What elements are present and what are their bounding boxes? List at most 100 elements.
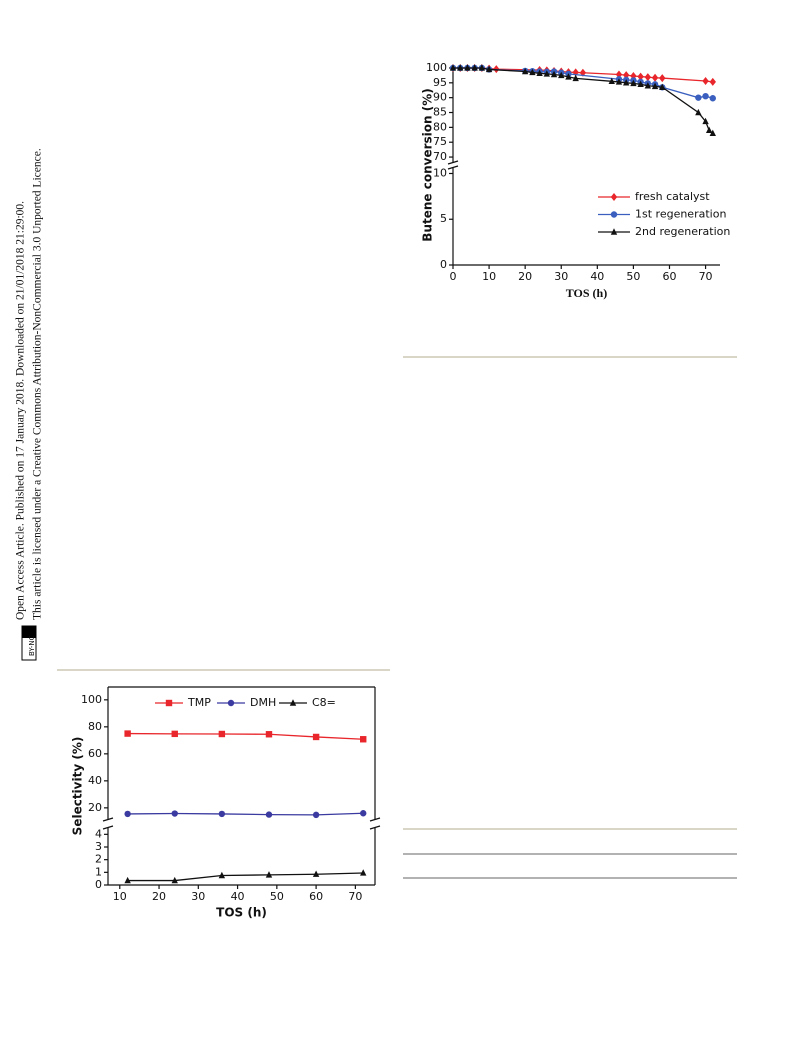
x-tick-label: 40: [231, 890, 245, 903]
data-point: [572, 74, 579, 82]
x-tick-label: 60: [662, 270, 676, 283]
y-tick-label: 60: [88, 747, 102, 760]
data-point: [705, 126, 713, 134]
data-point: [457, 64, 464, 71]
x-tick-label: 10: [482, 270, 496, 283]
data-point: [659, 74, 666, 83]
data-point: [124, 730, 131, 737]
legend-marker: [610, 228, 618, 235]
x-tick-label: 30: [191, 890, 205, 903]
data-point: [521, 67, 529, 75]
x-tick-label: 70: [348, 890, 362, 903]
legend-marker: [227, 699, 235, 707]
data-point: [630, 79, 637, 87]
data-point: [171, 876, 178, 884]
sidebar-line: Open Access Article. Published on 17 Jan…: [15, 201, 27, 620]
data-point: [312, 811, 320, 819]
data-point: [702, 117, 709, 125]
data-point: [529, 68, 536, 76]
legend-marker: [610, 193, 618, 201]
legend-label: fresh catalyst: [635, 190, 710, 203]
data-point: [536, 69, 543, 77]
data-point: [622, 79, 630, 86]
y-tick-label: 20: [88, 801, 102, 814]
x-tick-label: 50: [626, 270, 640, 283]
y-tick-label: 100: [81, 693, 102, 706]
data-point: [644, 82, 652, 89]
y-tick-label: 10: [433, 166, 447, 179]
data-point: [637, 72, 644, 81]
y-tick-label: 4: [95, 827, 102, 840]
y-tick-label: 3: [95, 840, 102, 853]
data-point: [478, 64, 486, 71]
x-tick-label: 20: [518, 270, 532, 283]
y-tick-label: 1: [95, 865, 102, 878]
data-point: [312, 870, 320, 877]
series-line: [127, 812, 364, 816]
x-tick-label: 0: [450, 270, 457, 283]
data-point: [695, 94, 702, 101]
data-point: [360, 869, 367, 876]
data-point: [702, 77, 709, 86]
y-tick-label: 90: [433, 91, 447, 104]
data-point: [124, 876, 131, 884]
data-point: [124, 810, 131, 818]
series-line: [127, 732, 364, 740]
data-point: [637, 80, 644, 88]
data-point: [360, 810, 367, 817]
data-point: [485, 65, 493, 73]
data-point: [565, 73, 572, 80]
data-point: [615, 70, 623, 79]
data-point: [543, 70, 551, 77]
y-tick-label: 80: [433, 120, 447, 133]
series-line: [127, 872, 364, 882]
y-tick-label: 0: [95, 878, 102, 891]
license-badge-top: [22, 626, 36, 638]
x-tick-label: 30: [554, 270, 568, 283]
y-tick-label: 0: [440, 258, 447, 271]
data-point: [550, 70, 558, 78]
data-point: [615, 78, 623, 85]
data-point: [265, 811, 273, 818]
legend-label: 2nd regeneration: [635, 225, 730, 238]
data-point: [218, 871, 226, 879]
sidebar-line: This article is licensed under a Creativ…: [32, 148, 44, 620]
data-point: [558, 71, 565, 79]
data-point: [709, 77, 716, 86]
y-tick-label: 80: [88, 720, 102, 733]
y-axis-label: Butene conversion (%): [421, 88, 435, 241]
data-point: [471, 64, 478, 71]
axis-break: [447, 165, 459, 170]
data-point: [659, 83, 666, 90]
series-line: [453, 67, 714, 134]
axis-break: [369, 825, 381, 830]
x-tick-label: 10: [113, 890, 127, 903]
legend-label: 1st regeneration: [635, 208, 726, 221]
data-point: [360, 736, 367, 743]
data-point: [265, 871, 273, 878]
y-tick-label: 75: [433, 135, 447, 148]
x-tick-label: 50: [270, 890, 284, 903]
x-tick-label: 20: [152, 890, 166, 903]
data-point: [644, 73, 652, 82]
data-point: [218, 730, 226, 738]
legend-label: TMP: [187, 696, 211, 709]
data-point: [709, 129, 716, 137]
data-point: [171, 810, 178, 817]
x-axis-label: TOS (h): [566, 286, 607, 300]
data-point: [702, 92, 709, 100]
y-tick-label: 100: [426, 61, 447, 74]
axis-break: [369, 817, 381, 822]
legend-marker: [289, 699, 297, 706]
legend-marker: [610, 211, 618, 218]
y-tick-label: 40: [88, 774, 102, 787]
legend-label: C8=: [312, 696, 336, 709]
data-point: [651, 82, 659, 90]
data-point: [171, 730, 178, 738]
axis-break: [102, 817, 114, 822]
data-point: [218, 810, 226, 818]
x-axis-label: TOS (h): [216, 906, 267, 920]
data-point: [709, 95, 716, 102]
license-badge-text: BY-NC: [28, 635, 36, 656]
